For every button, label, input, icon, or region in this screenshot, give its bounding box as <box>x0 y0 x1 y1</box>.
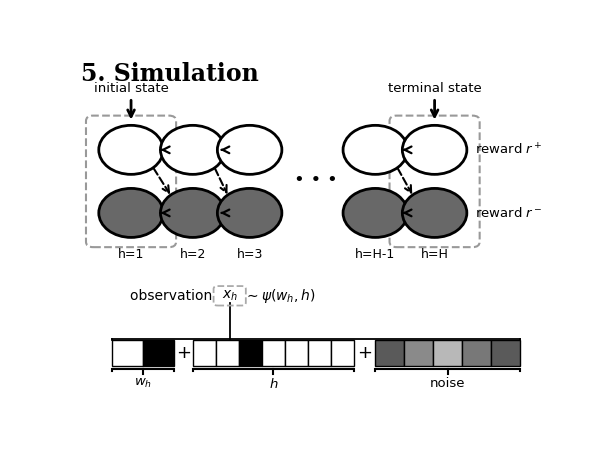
Text: reward $r^-$: reward $r^-$ <box>476 206 543 220</box>
Text: noise: noise <box>430 377 465 390</box>
Text: reward $r^+$: reward $r^+$ <box>476 142 543 158</box>
Bar <box>331 341 354 366</box>
Text: observation: observation <box>130 289 217 303</box>
Text: $w_h$: $w_h$ <box>134 377 152 390</box>
Text: h=H: h=H <box>420 248 449 261</box>
Bar <box>262 341 285 366</box>
Circle shape <box>402 125 467 175</box>
Text: terminal state: terminal state <box>388 82 482 117</box>
Bar <box>285 341 308 366</box>
Bar <box>462 341 491 366</box>
Bar <box>112 341 143 366</box>
Circle shape <box>343 189 408 237</box>
Text: h=2: h=2 <box>179 248 206 261</box>
Text: h=H-1: h=H-1 <box>355 248 395 261</box>
Circle shape <box>217 125 282 175</box>
Circle shape <box>99 125 163 175</box>
Text: $x_h$: $x_h$ <box>222 289 237 303</box>
Text: +: + <box>357 344 372 362</box>
Circle shape <box>343 125 408 175</box>
Bar <box>239 341 262 366</box>
Text: $\sim \psi(w_h, h)$: $\sim \psi(w_h, h)$ <box>244 287 316 305</box>
Circle shape <box>160 125 225 175</box>
Bar <box>433 341 462 366</box>
Circle shape <box>402 189 467 237</box>
Text: h=1: h=1 <box>118 248 144 261</box>
Bar <box>216 341 239 366</box>
Bar <box>143 341 174 366</box>
Text: initial state: initial state <box>94 82 168 117</box>
Bar <box>405 341 433 366</box>
Circle shape <box>160 189 225 237</box>
Text: • • •: • • • <box>294 171 338 190</box>
Text: +: + <box>176 344 191 362</box>
Text: $h$: $h$ <box>269 377 278 391</box>
Circle shape <box>99 189 163 237</box>
Bar <box>193 341 216 366</box>
Bar <box>308 341 331 366</box>
Bar <box>375 341 405 366</box>
Bar <box>491 341 520 366</box>
Text: h=3: h=3 <box>236 248 263 261</box>
Circle shape <box>217 189 282 237</box>
Text: 5. Simulation: 5. Simulation <box>81 62 259 86</box>
